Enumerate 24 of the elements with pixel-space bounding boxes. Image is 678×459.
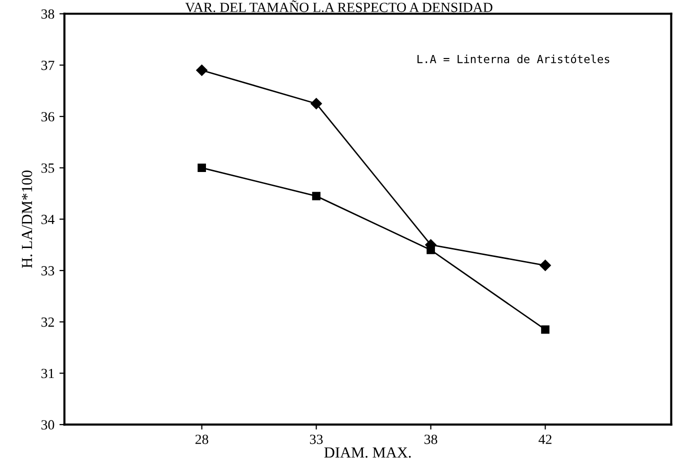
y-axis-title: H. LA/DM*100 [22,170,32,268]
y-tick-label: 35 [41,163,54,173]
point [310,98,322,110]
y-tick-label: 30 [41,420,54,430]
y-tick-label: 37 [41,60,54,70]
x-tick-label: 42 [538,434,552,444]
annotation: L.A = Linterna de Aristóteles [418,54,610,64]
y-tick-label: 36 [41,112,54,122]
y-tick-label: 32 [41,317,54,327]
x-tick-label: 28 [195,434,208,444]
point [312,192,320,200]
y-tick-label: 38 [41,9,54,19]
y-tick-label: 34 [41,214,54,224]
x-axis-title: DIAM. MAX. [324,447,411,458]
y-tick-label: 33 [41,266,54,276]
point [426,246,435,254]
x-tick-label: 33 [310,434,323,444]
point [196,64,208,76]
point [541,325,550,334]
chart-title: VAR. DEL TAMAÑO L.A RESPECTO A DENSIDAD [185,0,492,12]
point [198,164,206,172]
x-tick-label: 38 [424,434,438,444]
y-tick-label: 31 [41,368,54,378]
point [540,260,551,271]
